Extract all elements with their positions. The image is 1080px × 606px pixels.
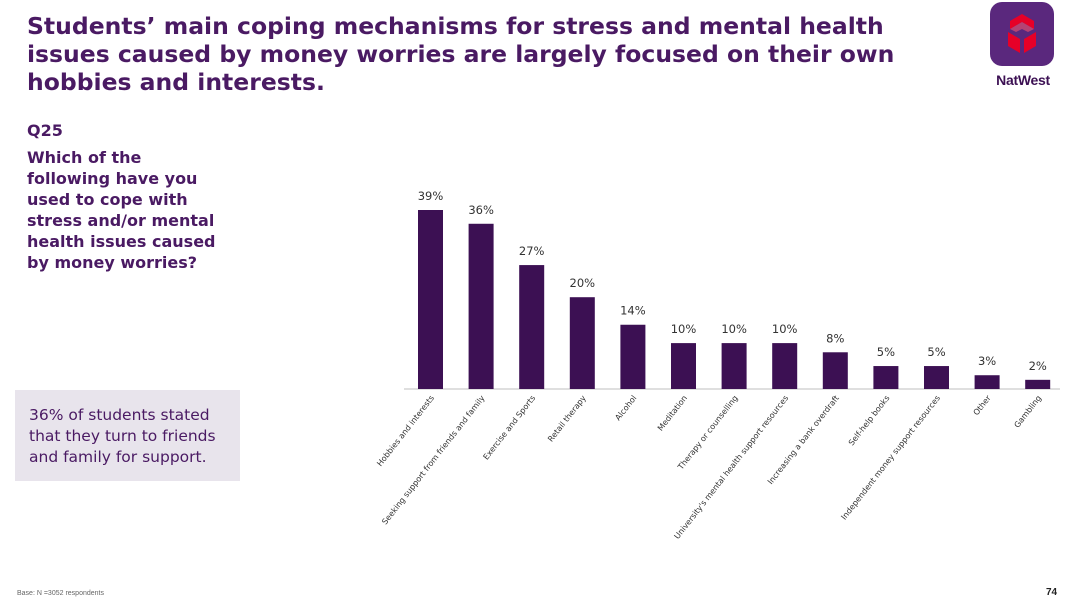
x-tick-label: Gambling [1012, 394, 1043, 430]
x-tick-label: University's mental health support resou… [673, 394, 791, 541]
data-label: 2% [1029, 359, 1047, 373]
x-tick-label: Hobbies and interests [375, 394, 436, 468]
bar [418, 210, 443, 389]
data-label: 10% [772, 322, 798, 336]
data-label: 5% [927, 345, 945, 359]
data-label: 10% [671, 322, 697, 336]
x-tick-label: Meditation [656, 394, 689, 433]
bar [721, 343, 747, 389]
bar [822, 352, 848, 389]
data-label: 5% [877, 345, 895, 359]
x-tick-label: Retail therapy [546, 393, 588, 443]
data-label: 36% [468, 203, 494, 217]
bar [519, 265, 545, 389]
question-number: Q25 [27, 121, 63, 140]
bar [974, 375, 1000, 389]
x-tick-label: Self-help books [847, 394, 892, 448]
data-label: 3% [978, 354, 996, 368]
question-text: Which of the following have you used to … [27, 148, 216, 272]
bar [1025, 379, 1051, 389]
bar [924, 366, 949, 389]
bar [772, 343, 798, 389]
x-tick-label: Seeking support from friends and family [380, 393, 487, 526]
bar [620, 324, 646, 389]
x-tick-label: Alcohol [613, 394, 638, 423]
bar [569, 297, 595, 389]
data-label: 10% [721, 322, 747, 336]
bar [468, 223, 494, 389]
callout-text: 36% of students stated that they turn to… [29, 406, 216, 466]
natwest-logo-icon [990, 2, 1054, 66]
base-footnote: Base: N =3052 respondents [17, 590, 104, 597]
page-title: Students’ main coping mechanisms for str… [27, 12, 895, 96]
brand-name: NatWest [996, 72, 1050, 88]
bar [671, 343, 696, 389]
callout-box: 36% of students stated that they turn to… [15, 390, 240, 481]
data-label: 8% [826, 331, 844, 345]
x-tick-label: Other [972, 393, 994, 417]
x-tick-label: Independent money support resources [839, 394, 942, 522]
data-label: 20% [570, 276, 596, 290]
data-label: 39% [418, 189, 444, 203]
page-number: 74 [1046, 587, 1058, 598]
data-label: 14% [620, 304, 646, 318]
data-label: 27% [519, 244, 545, 258]
bar [873, 366, 899, 389]
brand-logo: NatWest [990, 2, 1056, 88]
x-tick-label: Exercise and Sports [481, 394, 537, 462]
